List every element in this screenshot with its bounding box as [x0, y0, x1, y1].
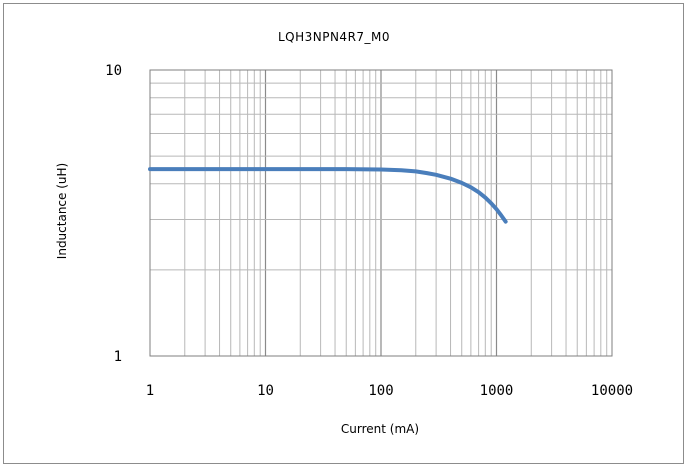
chart-grid — [150, 70, 612, 356]
y-axis-title: Inductance (uH) — [55, 163, 69, 259]
chart-frame — [3, 3, 684, 464]
plot-area-border — [149, 69, 613, 357]
x-tick-label: 10 — [257, 383, 274, 399]
y-axis-tick-labels: 1 10 — [105, 63, 122, 365]
chart-title: LQH3NPN4R7_M0 — [278, 30, 390, 44]
x-tick-label: 1000 — [480, 383, 514, 399]
x-tick-label: 1 — [146, 383, 154, 399]
y-tick-label: 1 — [114, 349, 122, 365]
x-axis-tick-labels: 1 10 100 1000 10000 — [146, 383, 633, 399]
x-tick-label: 10000 — [591, 383, 633, 399]
y-tick-label: 10 — [105, 63, 122, 79]
x-axis-title: Current (mA) — [341, 422, 419, 436]
inductance-series-line — [148, 167, 508, 224]
x-tick-label: 100 — [368, 383, 393, 399]
